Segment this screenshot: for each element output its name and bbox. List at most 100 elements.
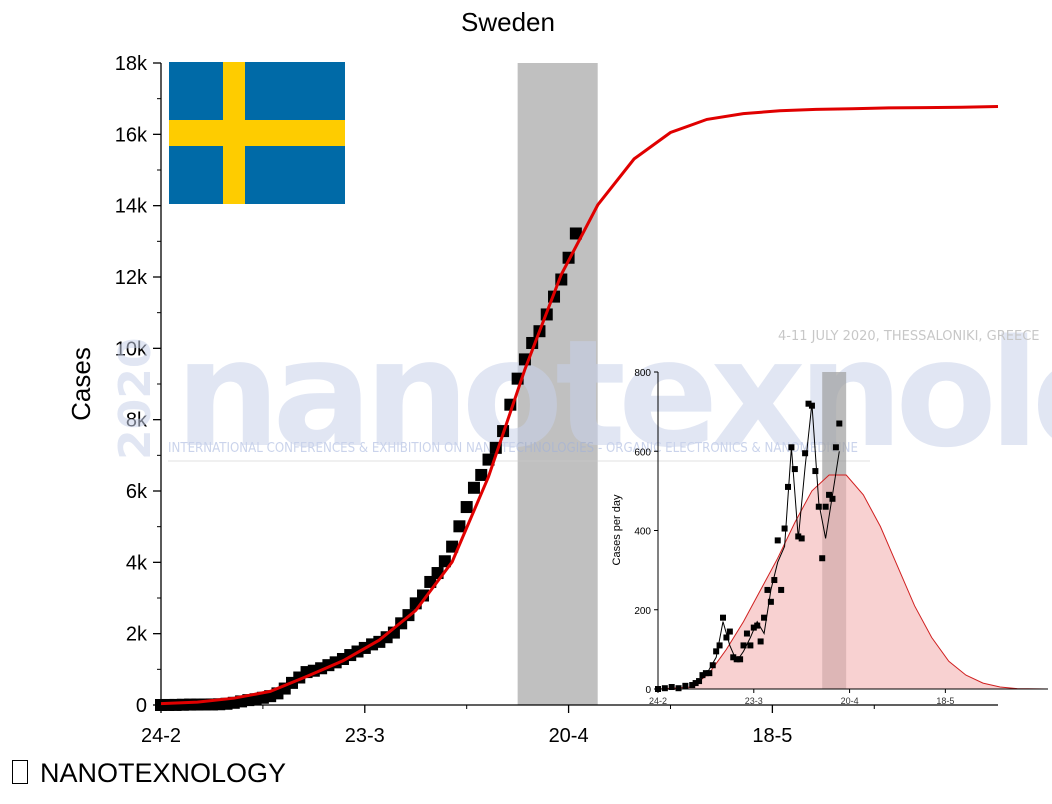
- inset-data-point: [785, 483, 791, 490]
- inset-y-axis-label: Cases per day: [611, 494, 623, 565]
- y-tick-label: 2k: [126, 624, 148, 646]
- x-tick-label: 23-3: [345, 725, 385, 747]
- inset-data-point: [661, 685, 668, 692]
- inset-data-point: [716, 642, 723, 649]
- data-point: [467, 481, 480, 494]
- x-tick-label: 20-4: [549, 725, 589, 747]
- inset-data-point: [720, 614, 726, 621]
- watermark-logo: nanotexnology 2020 4-11 JULY 2020, THESSAL…: [110, 308, 1052, 480]
- chart-title: Sweden: [461, 7, 555, 37]
- inset-data-point: [747, 642, 754, 649]
- inset-data-point: [798, 535, 805, 542]
- inset-data-point: [788, 444, 795, 451]
- y-tick-label: 16k: [115, 124, 148, 146]
- footer: NANOTEXNOLOGY: [12, 758, 286, 789]
- inset-x-tick-label: 24-2: [649, 696, 667, 706]
- inset-data-point: [706, 670, 713, 677]
- inset-data-point: [675, 685, 682, 692]
- watermark-tagline: INTERNATIONAL CONFERENCES & EXHIBITION O…: [168, 441, 858, 456]
- inset-data-point: [692, 680, 699, 687]
- y-tick-label: 10k: [115, 338, 148, 360]
- highlight-band: [517, 63, 598, 705]
- flag-cross-horizontal: [169, 120, 345, 146]
- inset-chart: 0 200 400 600 800 Cases per day 24-2 23-3 20-4 18…: [611, 368, 1049, 706]
- inset-data-point: [740, 642, 747, 649]
- inset-data-point: [829, 495, 836, 502]
- inset-data-point: [808, 402, 815, 409]
- inset-data-point: [726, 628, 733, 635]
- inset-data-point: [761, 614, 768, 621]
- data-point: [438, 555, 451, 568]
- inset-data-point: [689, 682, 696, 689]
- inset-data-point: [696, 678, 703, 685]
- inset-data-point: [781, 525, 788, 532]
- inset-x-tick-label: 23-3: [745, 696, 763, 706]
- inset-data-point: [767, 598, 774, 605]
- inset-data-point: [713, 648, 720, 655]
- data-point: [446, 540, 459, 553]
- inset-fit-area: [658, 475, 1048, 689]
- y-tick-label: 14k: [115, 196, 148, 218]
- inset-y-tick-label: 0: [645, 685, 651, 696]
- inset-data-point: [655, 686, 661, 692]
- inset-data-point: [764, 586, 771, 593]
- inset-fit-curve: [657, 474, 1049, 690]
- y-axis-label: Cases: [66, 347, 96, 421]
- y-tick-label: 12k: [115, 267, 148, 289]
- watermark-word: nanotexnology: [175, 308, 1052, 480]
- y-tick-label: 18k: [115, 53, 148, 75]
- data-point: [569, 227, 582, 240]
- y-tick-label: 0: [136, 695, 147, 717]
- data-point: [453, 520, 466, 533]
- sweden-flag: [169, 62, 345, 204]
- inset-data-point: [750, 624, 757, 631]
- inset-data-point: [832, 444, 839, 451]
- inset-data-point: [730, 654, 737, 661]
- inset-data-point: [795, 533, 802, 540]
- inset-data-point: [743, 630, 750, 637]
- x-tick-label: 18-5: [752, 725, 792, 747]
- y-tick-label: 8k: [126, 410, 148, 432]
- inset-y-tick-label: 800: [634, 368, 651, 379]
- inset-data-point: [822, 503, 829, 510]
- inset-data-point: [723, 634, 730, 641]
- inset-data-point: [771, 577, 778, 584]
- inset-data-point: [815, 503, 822, 510]
- inset-x-tick-label: 18-5: [936, 696, 954, 706]
- footer-label: NANOTEXNOLOGY: [40, 758, 287, 788]
- inset-data-point: [699, 672, 706, 679]
- footer-box-icon: [12, 760, 28, 784]
- y-tick-label: 4k: [126, 552, 148, 574]
- data-point: [460, 501, 473, 514]
- inset-y-tick-label: 200: [634, 606, 651, 617]
- inset-data-point: [668, 684, 675, 691]
- fit-curve: [160, 105, 999, 706]
- inset-y-tick-label: 600: [634, 447, 651, 458]
- inset-data-point: [709, 662, 716, 669]
- data-point: [511, 372, 524, 385]
- inset-data-point: [812, 468, 819, 475]
- y-tick-label: 6k: [126, 481, 148, 503]
- inset-data-point: [805, 400, 812, 407]
- watermark-year: 2020: [110, 338, 161, 460]
- inset-data-point: [802, 450, 809, 457]
- inset-data-point: [778, 586, 785, 593]
- inset-data-point: [819, 555, 826, 562]
- inset-data-point: [826, 491, 833, 498]
- inset-data-point: [774, 537, 781, 544]
- inset-data-point: [737, 656, 744, 663]
- inset-data-point: [702, 670, 709, 677]
- inset-data-point: [791, 466, 798, 473]
- inset-x-tick-label: 20-4: [841, 696, 859, 706]
- data-point: [475, 468, 488, 481]
- inset-data-point: [733, 656, 740, 663]
- inset-data-point: [836, 420, 843, 427]
- inset-y-tick-label: 400: [634, 527, 651, 538]
- x-tick-label: 24-2: [141, 725, 181, 747]
- inset-data-point: [754, 622, 761, 629]
- inset-data-point: [757, 638, 764, 645]
- inset-data-point: [682, 682, 689, 689]
- data-point: [482, 453, 495, 466]
